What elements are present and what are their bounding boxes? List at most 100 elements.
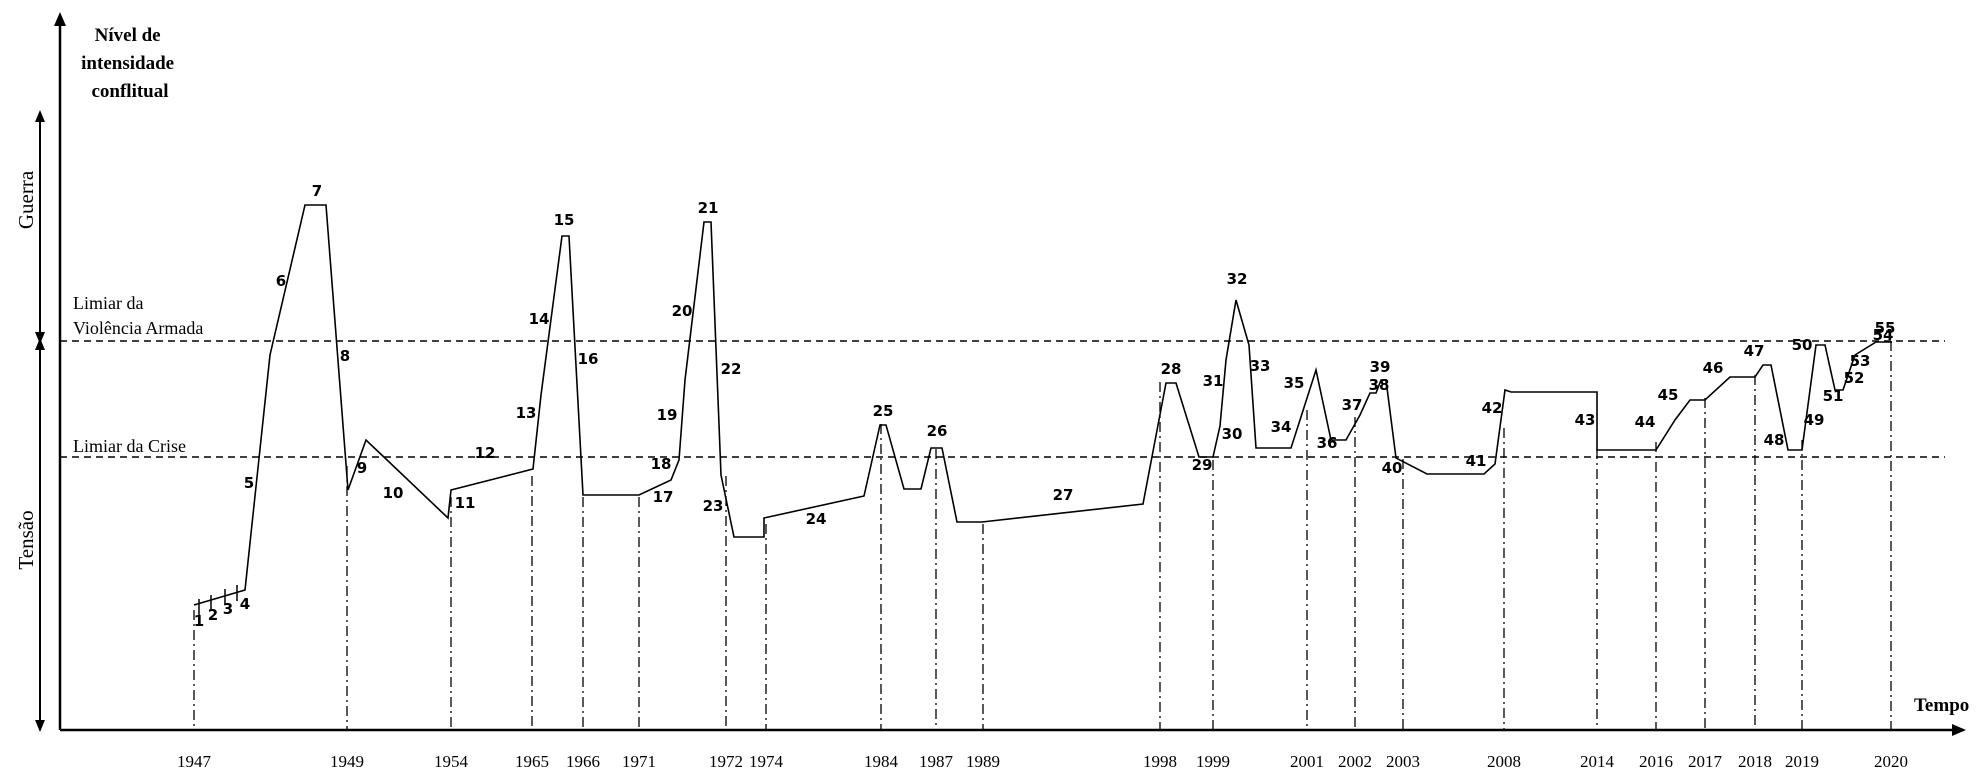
event-label-20: 20 (672, 302, 693, 320)
event-label-24: 24 (806, 510, 827, 528)
event-label-4: 4 (240, 595, 250, 613)
event-label-17: 17 (653, 488, 674, 506)
event-label-50: 50 (1792, 336, 1813, 354)
event-label-7: 7 (312, 182, 322, 200)
event-label-38: 38 (1369, 376, 1390, 394)
armed-violence-threshold-label: Limiar da Violência Armada (73, 293, 203, 338)
war-band-arrowhead-top (35, 110, 45, 122)
event-label-3: 3 (223, 600, 233, 618)
crisis-threshold-label: Limiar da Crise (73, 436, 186, 456)
event-label-30: 30 (1222, 425, 1243, 443)
event-label-45: 45 (1658, 386, 1679, 404)
event-label-16: 16 (578, 350, 599, 368)
event-label-33: 33 (1250, 357, 1271, 375)
event-label-29: 29 (1192, 456, 1213, 474)
conflict-intensity-curve (193, 204, 1892, 606)
event-label-21: 21 (698, 199, 719, 217)
event-label-35: 35 (1284, 374, 1305, 392)
event-label-37: 37 (1342, 396, 1363, 414)
chart-title: Nível de intensidade conflitual (81, 25, 179, 102)
x-axis-arrowhead (1952, 724, 1966, 736)
event-label-49: 49 (1804, 411, 1825, 429)
event-label-32: 32 (1227, 270, 1248, 288)
year-tick-labels: 1947 1949 1954 1965 1966 1971 1972 1974 1984 1987… (177, 752, 1908, 771)
event-label-10: 10 (383, 484, 404, 502)
early-event-ticks (198, 585, 238, 615)
event-label-19: 19 (657, 406, 678, 424)
year-label-2016: 2016 (1639, 752, 1673, 771)
year-label-1999: 1999 (1196, 752, 1230, 771)
event-label-34: 34 (1271, 418, 1292, 436)
tension-band-arrowhead-bottom (35, 720, 45, 732)
chart-title-line-2: intensidade (81, 53, 174, 74)
year-label-2001: 2001 (1290, 752, 1324, 771)
event-number-labels: 1 2 3 4567891011121314151617181920212223242… (194, 182, 1896, 630)
year-label-2018: 2018 (1738, 752, 1772, 771)
event-label-14: 14 (529, 310, 550, 328)
year-label-1974: 1974 (749, 752, 784, 771)
band-arrows (35, 110, 45, 732)
year-label-2020: 2020 (1874, 752, 1908, 771)
event-label-23: 23 (703, 497, 724, 515)
year-label-1989: 1989 (966, 752, 1000, 771)
event-label-11: 11 (455, 494, 476, 512)
year-label-1984: 1984 (864, 752, 899, 771)
event-label-54: 54 (1873, 326, 1894, 344)
event-label-22: 22 (721, 360, 742, 378)
armed-violence-threshold-label-line-2: Violência Armada (73, 318, 203, 338)
event-label-36: 36 (1317, 434, 1338, 452)
year-label-2003: 2003 (1386, 752, 1420, 771)
year-label-1965: 1965 (515, 752, 549, 771)
event-label-52: 52 (1844, 369, 1865, 387)
event-label-39: 39 (1370, 358, 1391, 376)
axes (54, 12, 1966, 736)
x-axis-label: Tempo (1914, 695, 1969, 716)
event-label-1: 1 (194, 612, 204, 630)
event-label-6: 6 (276, 272, 286, 290)
tension-band-arrowhead-top (35, 338, 45, 350)
year-label-1971: 1971 (622, 752, 656, 771)
event-label-27: 27 (1053, 486, 1074, 504)
event-label-28: 28 (1161, 360, 1182, 378)
chart-title-line-3: conflitual (91, 81, 168, 102)
year-label-2019: 2019 (1785, 752, 1819, 771)
event-label-46: 46 (1703, 359, 1724, 377)
tension-band-label: Tensão (14, 510, 38, 569)
event-label-5: 5 (244, 474, 254, 492)
year-label-1954: 1954 (434, 752, 469, 771)
event-label-31: 31 (1203, 372, 1224, 390)
event-label-2: 2 (208, 606, 218, 624)
event-label-8: 8 (340, 347, 350, 365)
year-guide-lines (193, 341, 1892, 730)
event-label-18: 18 (651, 455, 672, 473)
armed-violence-threshold-label-line-1: Limiar da (73, 293, 143, 313)
year-label-2008: 2008 (1487, 752, 1521, 771)
year-label-1947: 1947 (177, 752, 212, 771)
event-label-12: 12 (475, 444, 496, 462)
event-label-15: 15 (554, 211, 575, 229)
event-label-48: 48 (1764, 431, 1785, 449)
year-label-1966: 1966 (566, 752, 600, 771)
event-label-44: 44 (1635, 413, 1656, 431)
year-label-1998: 1998 (1143, 752, 1177, 771)
event-label-42: 42 (1482, 399, 1503, 417)
war-band-label: Guerra (14, 170, 38, 229)
event-label-43: 43 (1575, 411, 1596, 429)
year-label-2017: 2017 (1688, 752, 1723, 771)
event-label-55: 55 (1875, 319, 1896, 337)
year-label-2002: 2002 (1338, 752, 1372, 771)
y-axis-arrowhead (54, 12, 66, 26)
event-label-26: 26 (927, 422, 948, 440)
year-label-1972: 1972 (709, 752, 743, 771)
year-label-2014: 2014 (1580, 752, 1615, 771)
event-label-9: 9 (357, 459, 367, 477)
year-label-1987: 1987 (919, 752, 954, 771)
event-label-53: 53 (1850, 352, 1871, 370)
chart-title-line-1: Nível de (95, 25, 161, 46)
event-label-41: 41 (1466, 452, 1487, 470)
event-label-13: 13 (516, 404, 537, 422)
event-label-47: 47 (1744, 342, 1765, 360)
event-label-40: 40 (1382, 459, 1403, 477)
event-label-25: 25 (873, 402, 894, 420)
